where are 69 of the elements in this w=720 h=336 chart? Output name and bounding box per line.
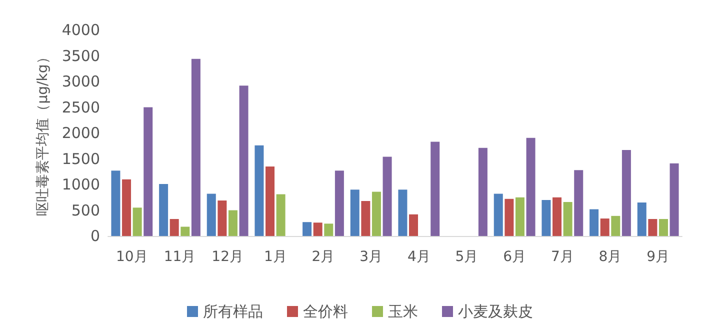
- x-tick-label: 9月: [646, 249, 670, 265]
- bar: [302, 222, 312, 236]
- bar: [494, 194, 503, 236]
- y-tick-label: 3500: [62, 46, 100, 65]
- bar: [382, 156, 392, 236]
- bar: [372, 192, 381, 236]
- bar: [170, 219, 179, 236]
- bar: [430, 142, 440, 236]
- y-tick-label: 1000: [62, 176, 100, 194]
- bar: [180, 226, 190, 236]
- x-tick-label: 11月: [164, 249, 196, 265]
- y-tick-label: 2500: [62, 98, 100, 116]
- x-tick-label: 3月: [360, 249, 383, 265]
- bar: [266, 166, 275, 236]
- y-tick-label: 3000: [62, 72, 100, 90]
- bar: [478, 148, 488, 236]
- bar: [574, 170, 584, 236]
- bar: [228, 210, 238, 236]
- legend-label: 全价料: [303, 302, 348, 320]
- x-tick-label: 1月: [264, 249, 287, 265]
- bar: [122, 179, 132, 236]
- bar: [526, 138, 536, 236]
- y-tick-label: 1500: [62, 150, 100, 168]
- x-tick-label: 7月: [550, 249, 574, 265]
- bar: [504, 198, 514, 236]
- legend-label: 玉米: [388, 302, 418, 320]
- bar: [600, 218, 610, 236]
- bar: [239, 86, 248, 236]
- bar: [552, 197, 562, 236]
- bar: [398, 190, 408, 236]
- bar: [324, 224, 334, 236]
- bar: [622, 150, 631, 236]
- bar: [132, 208, 142, 236]
- y-axis-title: 呕吐毒素平均值（μg/kg）: [35, 50, 51, 216]
- bar: [658, 219, 668, 236]
- bar: [670, 163, 679, 236]
- bar: [542, 200, 551, 236]
- legend-label: 所有样品: [203, 302, 263, 320]
- bar: [191, 58, 200, 236]
- bar: [590, 209, 599, 236]
- bar: [111, 170, 120, 236]
- y-tick-label: 0: [90, 227, 100, 245]
- legend-label: 小麦及麸皮: [458, 302, 533, 320]
- y-tick-label: 4000: [62, 21, 100, 39]
- bar: [206, 194, 216, 236]
- bar: [144, 107, 153, 236]
- bar: [159, 184, 168, 236]
- bar: [409, 214, 418, 236]
- bar: [361, 200, 370, 236]
- bar: [254, 145, 264, 236]
- y-tick-label: 500: [71, 201, 100, 220]
- bar: [350, 190, 360, 236]
- x-tick-label: 5月: [455, 249, 478, 265]
- y-tick-label: 2000: [62, 124, 100, 142]
- bar: [218, 200, 227, 236]
- x-tick-label: 4月: [407, 249, 430, 265]
- bar: [515, 197, 524, 236]
- bar: [276, 194, 286, 236]
- bar: [648, 219, 658, 236]
- bar: [637, 202, 646, 236]
- x-tick-label: 8月: [598, 249, 622, 265]
- x-tick-label: 10月: [116, 249, 148, 265]
- x-tick-label: 6月: [503, 249, 526, 265]
- x-tick-label: 12月: [212, 249, 244, 265]
- bar: [611, 216, 620, 236]
- bar: [334, 170, 344, 236]
- x-tick-label: 2月: [312, 249, 335, 265]
- bar: [563, 202, 572, 236]
- bar: [313, 222, 322, 236]
